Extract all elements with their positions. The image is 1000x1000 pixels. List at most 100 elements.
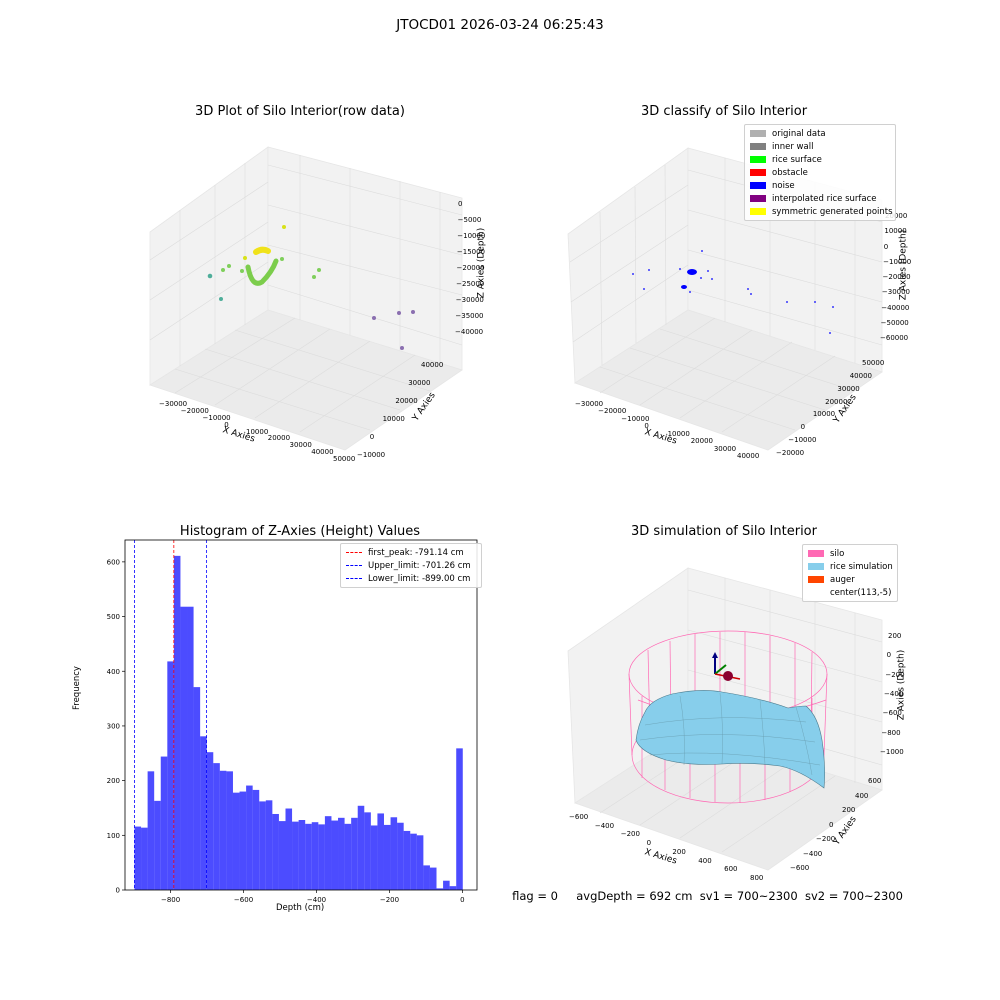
tick-label: 30000 [408,379,431,387]
tick-label: 0 [886,651,892,660]
histogram-bar [285,808,293,890]
legend-swatch [750,169,766,176]
histogram-bar [187,606,194,890]
raw-plot-title: 3D Plot of Silo Interior(row data) [195,104,405,119]
histogram-bar [206,752,214,890]
legend-swatch [750,143,766,150]
tick-label: −60000 [880,334,909,342]
tick-label: −30000 [159,400,188,408]
histogram-bar [338,817,345,890]
tick-label: 10000 [382,415,405,423]
tick-label: 400 [855,791,869,800]
legend-label: inner wall [772,141,814,152]
simulation-legend: silo rice simulation auger center(113,-5) [802,544,898,602]
histogram-bar [180,606,188,890]
legend-entry: center(113,-5) [808,586,892,599]
x-tick-label: −400 [307,896,326,904]
legend-entry: Upper_limit: -701.26 cm [346,559,476,572]
legend-label: symmetric generated points [772,206,893,217]
histogram-bar [134,826,142,890]
histogram-bar [278,821,286,890]
histogram-bar [429,867,437,890]
legend-label: rice simulation [830,561,893,572]
tick-label: −40000 [881,303,910,312]
legend-swatch [808,589,824,596]
tick-label: −1000 [880,748,904,756]
tick-label: 200 [672,847,686,856]
classify-plot-title: 3D classify of Silo Interior [640,104,808,119]
tick-label: 0 [800,423,806,432]
tick-label: −20000 [180,406,209,415]
legend-entry: noise [750,179,890,192]
histogram-bar [403,830,411,890]
legend-swatch [346,578,362,579]
histogram-bar [193,687,201,890]
legend-label: rice surface [772,154,822,165]
y-tick-label: 400 [107,668,120,676]
legend-entry: interpolated rice surface [750,192,890,205]
histogram-bar [331,820,339,890]
legend-swatch [750,182,766,189]
legend-swatch [808,563,824,570]
tick-label: −400 [594,821,615,830]
tick-label: 10000 [667,429,690,438]
tick-label: −20000 [882,273,911,281]
legend-swatch [750,156,766,163]
tick-label: 10000 [884,227,907,236]
y-tick-label: 100 [107,832,120,840]
tick-label: 10000 [812,410,836,419]
tick-label: 30000 [289,441,312,450]
histogram-bar [292,821,299,890]
legend-label: Upper_limit: -701.26 cm [368,560,471,571]
status-line: flag = 0 avgDepth = 692 cm sv1 = 700~230… [512,889,903,903]
tick-label: −5000 [457,216,482,224]
histogram-bar [200,736,207,890]
tick-label: 40000 [737,452,760,460]
tick-label: −400 [803,849,823,858]
legend-label: obstacle [772,167,808,178]
tick-label: −20000 [776,449,805,457]
legend-label: interpolated rice surface [772,193,877,204]
histogram-bar [410,833,417,890]
legend-label: center(113,-5) [830,587,892,598]
legend-entry: Lower_limit: -899.00 cm [346,572,476,585]
tick-label: −30000 [455,296,484,304]
histogram-bar [167,661,174,890]
x-tick-label: −200 [380,896,399,904]
tick-label: −50000 [880,318,909,327]
legend-entry: inner wall [750,140,890,153]
tick-label: 0 [883,242,889,251]
y-tick-label: 300 [107,722,120,730]
histogram-bar [160,756,168,890]
histogram-title: Histogram of Z-Axies (Height) Values [179,524,421,539]
tick-label: −400 [884,690,904,698]
classify-legend: original data inner wall rice surface obsta… [744,124,896,221]
histogram-bar [443,880,450,890]
tick-label: 30000 [713,444,737,453]
legend-label: silo [830,548,845,559]
y-tick-label: 0 [116,887,120,895]
tick-label: 800 [750,874,764,882]
tick-label: 50000 [862,359,885,367]
y-tick-label: 600 [107,558,120,566]
tick-label: −600 [882,709,902,718]
histogram-bar [298,820,306,890]
histogram-bar [147,771,155,890]
legend-swatch [750,208,766,215]
figure-title: JTOCD01 2026-03-24 06:25:43 [396,17,604,33]
legend-swatch [808,550,824,557]
legend-entry: symmetric generated points [750,205,893,218]
tick-label: −35000 [455,312,484,320]
tick-label: 0 [829,820,834,829]
tick-label: 30000 [837,384,860,393]
tick-label: −10000 [202,413,231,422]
histogram-bar [436,888,444,890]
legend-label: Lower_limit: -899.00 cm [368,573,471,584]
tick-label: −10000 [883,257,912,266]
tick-label: −10000 [621,414,650,423]
legend-label: noise [772,180,795,191]
tick-label: 20000 [885,212,908,220]
tick-label: −10000 [357,451,386,459]
tick-label: −10000 [457,232,486,240]
